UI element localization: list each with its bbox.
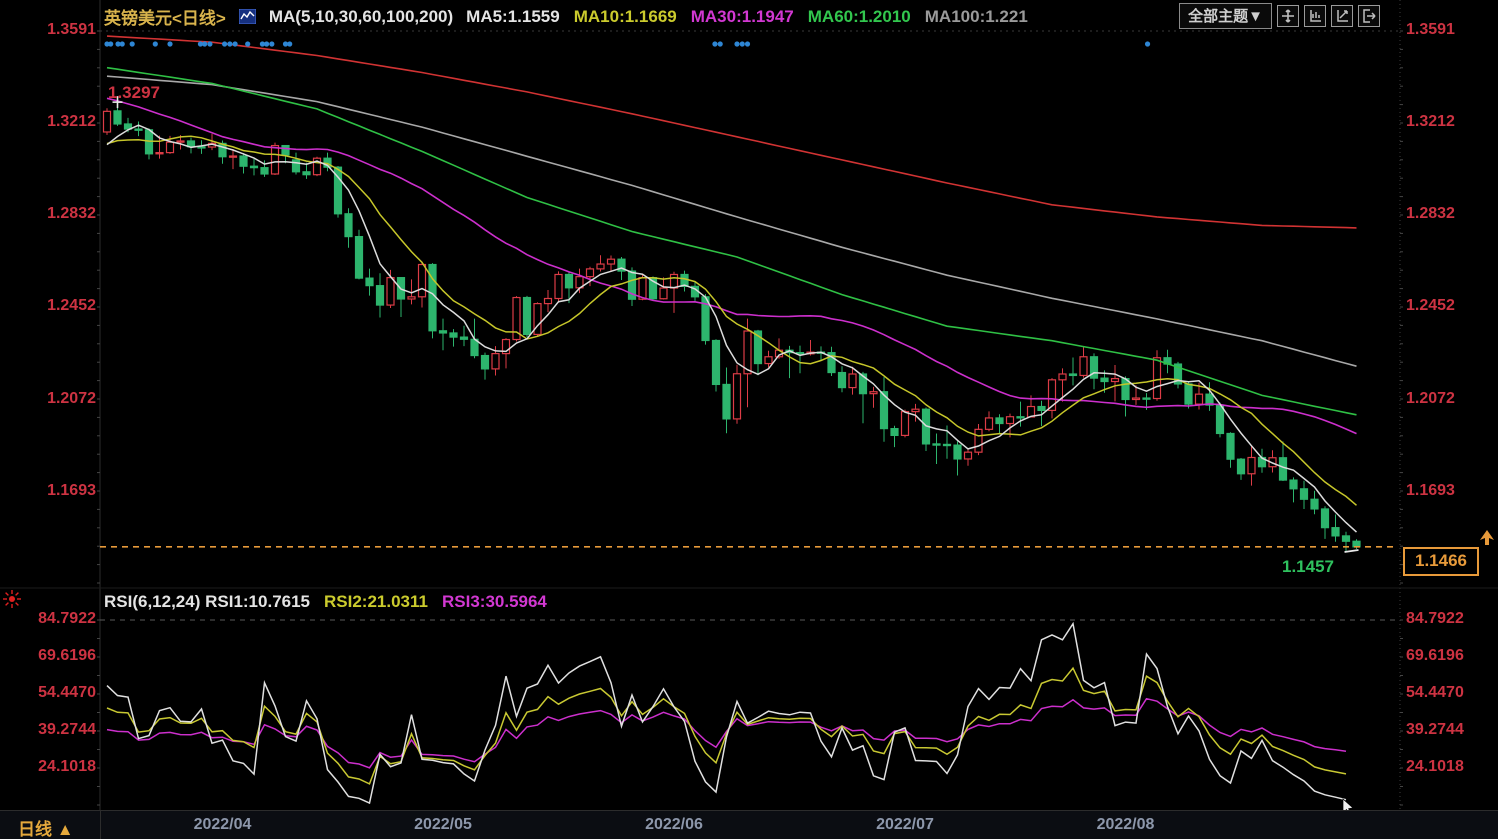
- axis-tick-label: 1.3591: [47, 21, 96, 38]
- axis-tick-label: 1.2452: [1406, 297, 1455, 315]
- ma-settings-label: MA(5,10,30,60,100,200): [268, 6, 454, 26]
- axis-tick-label: 54.4470: [38, 684, 96, 701]
- chart-toolbar: 全部主题▼: [1179, 3, 1380, 29]
- rsi-legend-bar: RSI(6,12,24) RSI1:10.7615 RSI2:21.0311 RSI…: [104, 592, 547, 612]
- exit-pane-icon[interactable]: [1358, 5, 1380, 27]
- ma-value-4: MA100:1.221: [924, 6, 1028, 26]
- ma-indicator-icon[interactable]: [238, 8, 257, 25]
- axis-tick-label: 1.3212: [1406, 113, 1455, 130]
- axis-tick-label: 24.1018: [38, 758, 96, 775]
- symbol-title: 英镑美元<日线>: [104, 9, 226, 28]
- axis-tick-label: 54.4470: [1406, 684, 1464, 701]
- axis-tick-label: 1.2072: [1406, 389, 1455, 407]
- ma-value-1: MA10:1.1669: [573, 6, 677, 26]
- axis-tick-label: 1.1693: [47, 481, 96, 499]
- alert-sun-icon[interactable]: [1, 588, 23, 610]
- axis-tick-label: 84.7922: [1406, 610, 1464, 627]
- latest-low-price-label: 1.1457: [1282, 557, 1334, 576]
- axis-tick-label: 1.2072: [47, 389, 96, 407]
- ma-values-row: MA5:1.1559 MA10:1.1669 MA30:1.1947 MA60:1.2…: [466, 7, 1028, 27]
- timeframe-selector[interactable]: 日线 ▲: [18, 820, 74, 839]
- date-label-2: 2022/06: [645, 816, 703, 833]
- rsi-legend-item-1: RSI2:21.0311: [324, 592, 428, 611]
- axis-tick-label: 39.2744: [38, 721, 96, 738]
- axis-tick-label: 84.7922: [38, 610, 96, 627]
- ma-value-2: MA30:1.1947: [690, 6, 794, 26]
- axis-scale-icon[interactable]: [1304, 5, 1326, 27]
- axis-tick-label: 1.3591: [1406, 21, 1455, 38]
- axis-tick-label: 69.6196: [1406, 647, 1464, 664]
- axis-tick-label: 24.1018: [1406, 758, 1464, 775]
- period-high-price-label: 1.3297: [108, 83, 160, 102]
- price-up-arrow-icon: [1480, 530, 1494, 545]
- chart-legend-bar: 英镑美元<日线> MA(5,10,30,60,100,200) MA5:1.15…: [104, 4, 1028, 29]
- crosshair-icon[interactable]: [1277, 5, 1299, 27]
- latest-price-box: 1.1466: [1403, 547, 1479, 576]
- date-label-4: 2022/08: [1096, 816, 1155, 833]
- time-axis-bar: 日线 ▲ 2022/04 2022/05 2022/06 2022/07 2022/08: [0, 810, 1498, 839]
- date-label-1: 2022/05: [414, 816, 472, 833]
- axis-tick-label: 1.1693: [1406, 481, 1455, 499]
- rsi-legend-item-2: RSI3:30.5964: [441, 592, 547, 611]
- ma-value-3: MA60:1.2010: [807, 6, 911, 26]
- theme-dropdown-button[interactable]: 全部主题▼: [1179, 3, 1272, 29]
- axis-pointer-icon[interactable]: [1331, 5, 1353, 27]
- divider: [100, 811, 101, 839]
- axis-tick-label: 1.2832: [47, 205, 96, 223]
- date-label-0: 2022/04: [193, 816, 252, 833]
- axis-tick-label: 1.2452: [47, 297, 96, 315]
- rsi-legend-item-0: RSI(6,12,24) RSI1:10.7615: [104, 592, 311, 611]
- ma-value-0: MA5:1.1559: [466, 6, 560, 26]
- axis-tick-label: 1.2832: [1406, 205, 1455, 223]
- date-label-3: 2022/07: [876, 816, 934, 833]
- axis-tick-label: 69.6196: [38, 647, 96, 664]
- axis-tick-label: 1.3212: [47, 113, 96, 130]
- axis-tick-label: 39.2744: [1406, 721, 1464, 738]
